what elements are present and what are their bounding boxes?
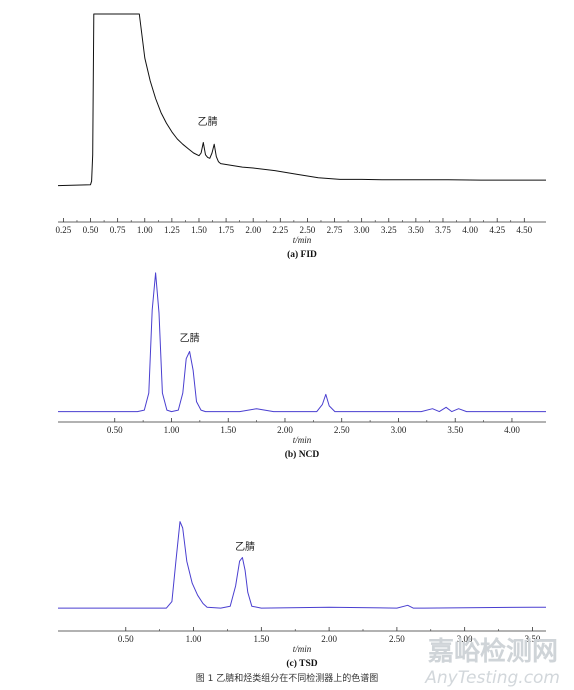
x-tick-label: 2.00 bbox=[321, 634, 337, 644]
panel-subtitle: (b) NCD bbox=[285, 449, 320, 460]
watermark-english: AnyTesting.com bbox=[424, 668, 560, 688]
x-tick-label: 2.50 bbox=[334, 425, 350, 435]
x-tick-label: 3.50 bbox=[525, 634, 541, 644]
x-tick-label: 3.50 bbox=[408, 225, 424, 235]
chart-panel-1: 0.25 0.50 0.75 1.00 1.25 1.50 1.75 2.00 2.25 2.50… bbox=[56, 13, 546, 260]
x-tick-label: 3.75 bbox=[435, 225, 451, 235]
x-tick-label: 1.00 bbox=[164, 425, 180, 435]
peak-annotation-acetonitrile: 乙腈 bbox=[235, 540, 255, 553]
x-tick-label: 3.00 bbox=[457, 634, 473, 644]
x-tick-label: 3.00 bbox=[391, 425, 407, 435]
x-tick-label: 1.50 bbox=[253, 634, 269, 644]
x-tick-label: 0.50 bbox=[107, 425, 123, 435]
x-axis-title: t/min bbox=[293, 644, 312, 654]
x-tick-label: 4.00 bbox=[504, 425, 520, 435]
x-tick-label: 0.50 bbox=[83, 225, 99, 235]
x-tick-label: 4.50 bbox=[516, 225, 532, 235]
x-tick-label: 0.25 bbox=[56, 225, 72, 235]
x-tick-label: 3.50 bbox=[447, 425, 463, 435]
x-tick-label: 0.75 bbox=[110, 225, 126, 235]
x-tick-label: 2.50 bbox=[300, 225, 316, 235]
x-tick-label: 3.25 bbox=[381, 225, 397, 235]
chromatogram-trace bbox=[57, 13, 546, 187]
x-tick-label: 3.00 bbox=[354, 225, 370, 235]
x-tick-label: 2.00 bbox=[277, 425, 293, 435]
x-tick-label: 4.00 bbox=[462, 225, 478, 235]
x-tick-label: 1.25 bbox=[164, 225, 180, 235]
chart-panel-3: 0.50 1.00 1.50 2.00 2.50 3.00 3.50 t/min (c) TSD… bbox=[58, 521, 546, 669]
watermark-chinese: 嘉峪检测网 bbox=[428, 636, 558, 667]
x-tick-label: 4.25 bbox=[489, 225, 505, 235]
x-tick-label: 1.00 bbox=[186, 634, 202, 644]
x-tick-label: 1.50 bbox=[220, 425, 236, 435]
x-tick-label: 1.00 bbox=[137, 225, 153, 235]
x-tick-label: 1.75 bbox=[218, 225, 234, 235]
x-axis-title: t/min bbox=[293, 235, 312, 245]
x-tick-label: 0.50 bbox=[118, 634, 134, 644]
chromatogram-trace bbox=[58, 272, 546, 413]
x-tick-label: 2.25 bbox=[272, 225, 288, 235]
x-tick-label: 1.50 bbox=[191, 225, 207, 235]
panel-subtitle: (a) FID bbox=[287, 249, 317, 260]
chart-panel-2: 0.50 1.00 1.50 2.00 2.50 3.00 3.50 4.00 t/min (b)… bbox=[58, 272, 546, 460]
x-tick-label: 2.50 bbox=[389, 634, 405, 644]
panel-subtitle: (c) TSD bbox=[286, 658, 317, 669]
figure-caption: 图 1 乙腈和烃类组分在不同检测器上的色谱图 bbox=[196, 672, 378, 684]
x-tick-label: 2.00 bbox=[245, 225, 261, 235]
x-axis-title: t/min bbox=[293, 435, 312, 445]
peak-annotation-acetonitrile: 乙腈 bbox=[198, 115, 218, 128]
chromatogram-trace bbox=[58, 521, 546, 609]
x-tick-label: 2.75 bbox=[327, 225, 343, 235]
peak-annotation-acetonitrile: 乙腈 bbox=[180, 332, 200, 345]
